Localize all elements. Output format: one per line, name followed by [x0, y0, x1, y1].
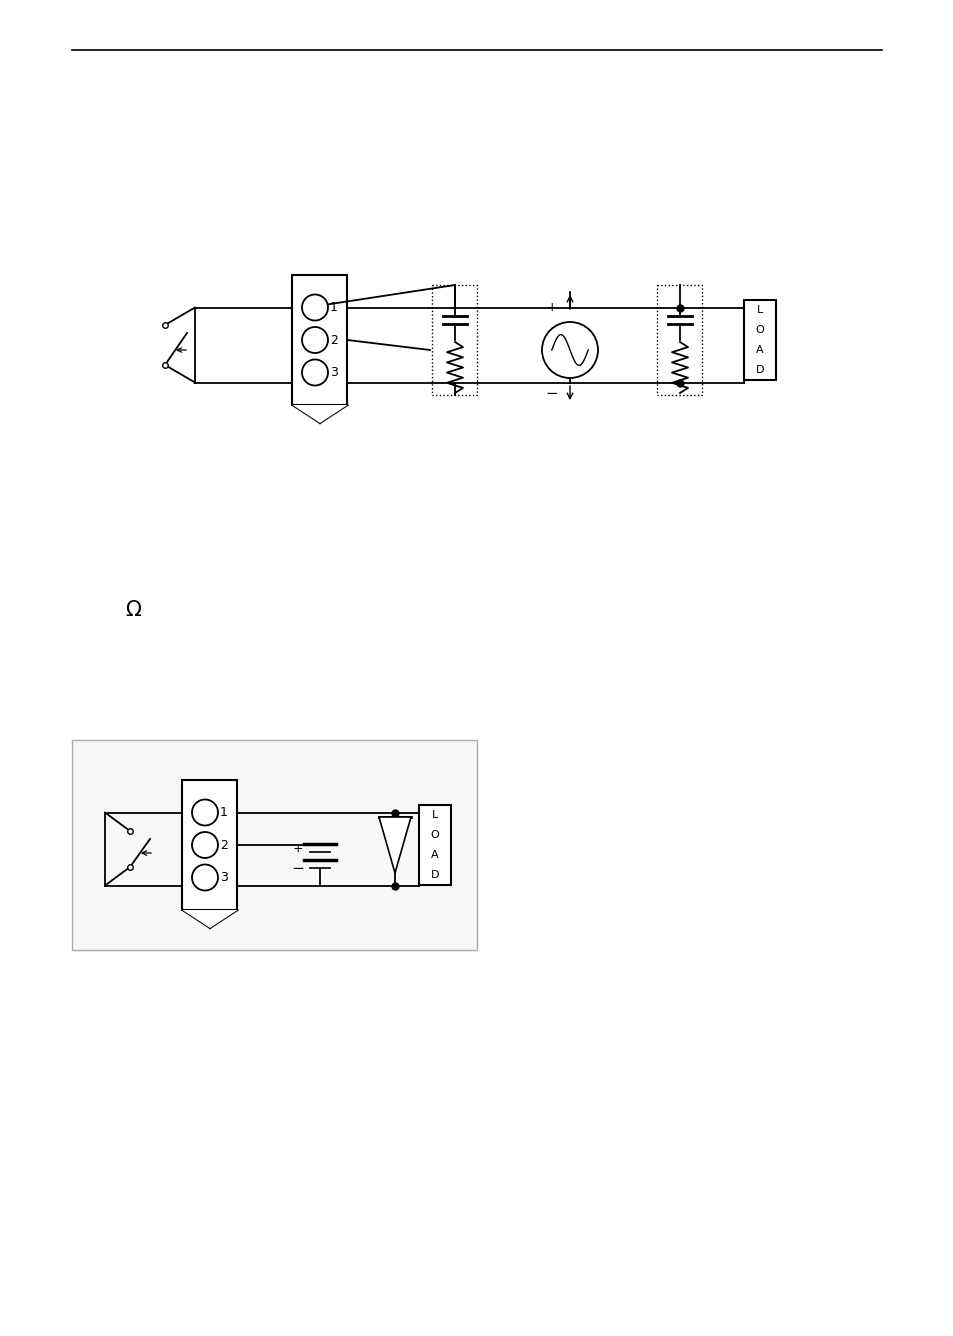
Bar: [432, 285, 477, 395]
Circle shape: [302, 294, 328, 321]
Text: −: −: [292, 860, 304, 875]
Bar: [293, 275, 347, 405]
Text: 2: 2: [330, 334, 337, 346]
Text: Ω: Ω: [125, 600, 141, 620]
Text: 3: 3: [220, 871, 228, 884]
Polygon shape: [378, 818, 411, 872]
Text: A: A: [431, 850, 438, 860]
Circle shape: [192, 799, 218, 826]
Bar: [182, 780, 237, 910]
Circle shape: [192, 832, 218, 858]
Text: 2: 2: [220, 839, 228, 851]
Text: O: O: [430, 830, 439, 840]
Bar: [743, 301, 775, 379]
Text: 3: 3: [330, 366, 337, 379]
Text: −: −: [545, 386, 558, 401]
Bar: [657, 285, 701, 395]
Text: +: +: [293, 842, 303, 855]
Text: O: O: [755, 325, 763, 335]
Bar: [71, 740, 476, 950]
Text: +: +: [546, 301, 557, 314]
Text: 1: 1: [220, 806, 228, 819]
Polygon shape: [293, 405, 347, 424]
Circle shape: [302, 327, 328, 353]
Text: A: A: [756, 345, 763, 355]
Circle shape: [302, 359, 328, 386]
Text: D: D: [755, 365, 763, 375]
Text: L: L: [432, 810, 437, 820]
Text: D: D: [431, 870, 438, 880]
Circle shape: [192, 864, 218, 891]
Bar: [418, 806, 451, 884]
Polygon shape: [182, 910, 237, 929]
Text: 1: 1: [330, 301, 337, 314]
Text: L: L: [756, 305, 762, 315]
